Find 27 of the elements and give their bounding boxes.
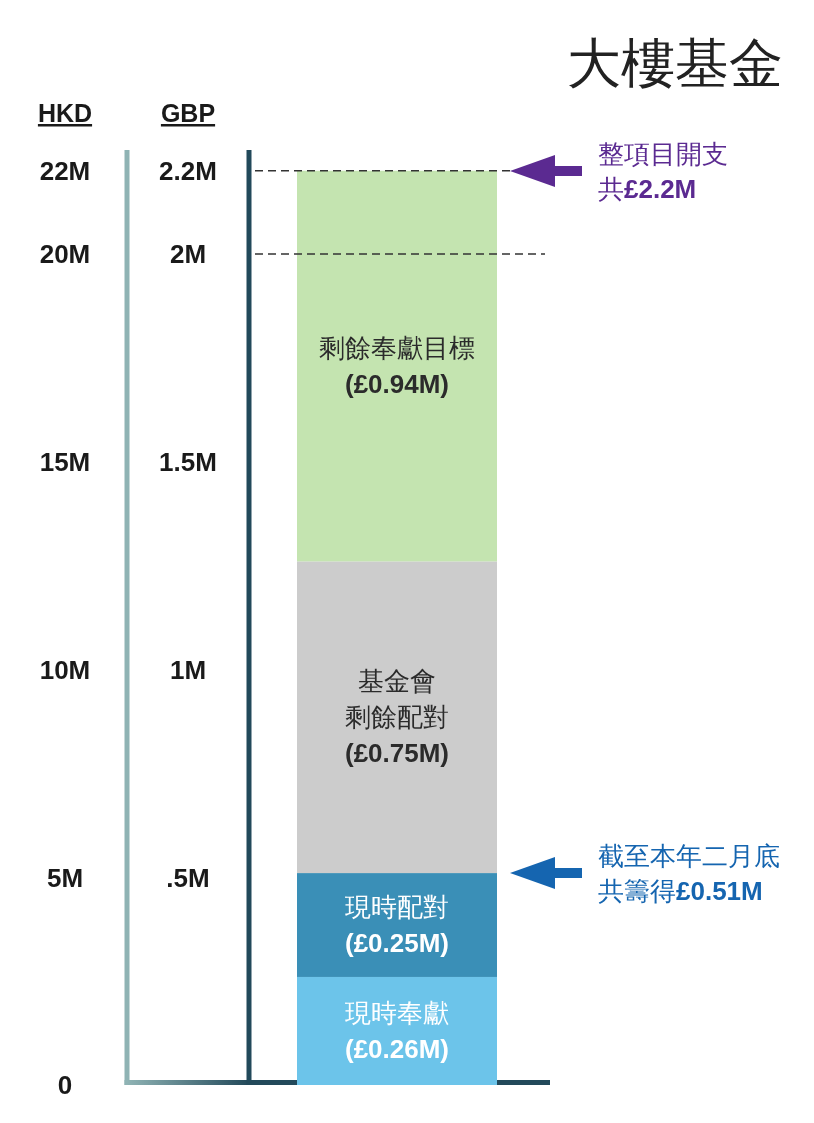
annotation: 整項目開支 <box>598 138 728 169</box>
data-label: (£0.26M) <box>345 1034 449 1064</box>
series-label: 現時配對 <box>345 892 449 922</box>
data-label: (£0.94M) <box>345 369 449 400</box>
series-label: 基金會 <box>358 666 436 697</box>
tick-label: 15M <box>39 447 91 478</box>
data-label: (£0.75M) <box>345 738 449 769</box>
annotation: 共籌得£0.51M <box>598 875 763 906</box>
series-label: 剩餘奉獻目標 <box>319 333 475 364</box>
tick-label: 10M <box>39 654 91 685</box>
annotation: 截至本年二月底 <box>598 840 780 871</box>
tick-label: 1M <box>169 654 207 685</box>
tick-label: 1.5M <box>159 447 217 478</box>
tick-label: 2.2M <box>159 156 217 187</box>
series-label: 現時奉獻 <box>345 998 449 1028</box>
tick-label: 2M <box>169 239 207 270</box>
data-label: (£0.25M) <box>345 928 449 958</box>
tick-label: 22M <box>39 156 91 187</box>
series-label: 剩餘配對 <box>345 702 449 733</box>
title: 大樓基金 <box>567 33 783 93</box>
annotation: 共£2.2M <box>598 173 697 204</box>
tick-label: .5M <box>166 862 210 893</box>
tick-label: 5M <box>46 862 84 893</box>
axis-title: GBP <box>160 99 216 127</box>
tick-label: 20M <box>39 239 91 270</box>
axis-title: HKD <box>37 99 93 127</box>
tick-label: 0 <box>57 1070 73 1101</box>
